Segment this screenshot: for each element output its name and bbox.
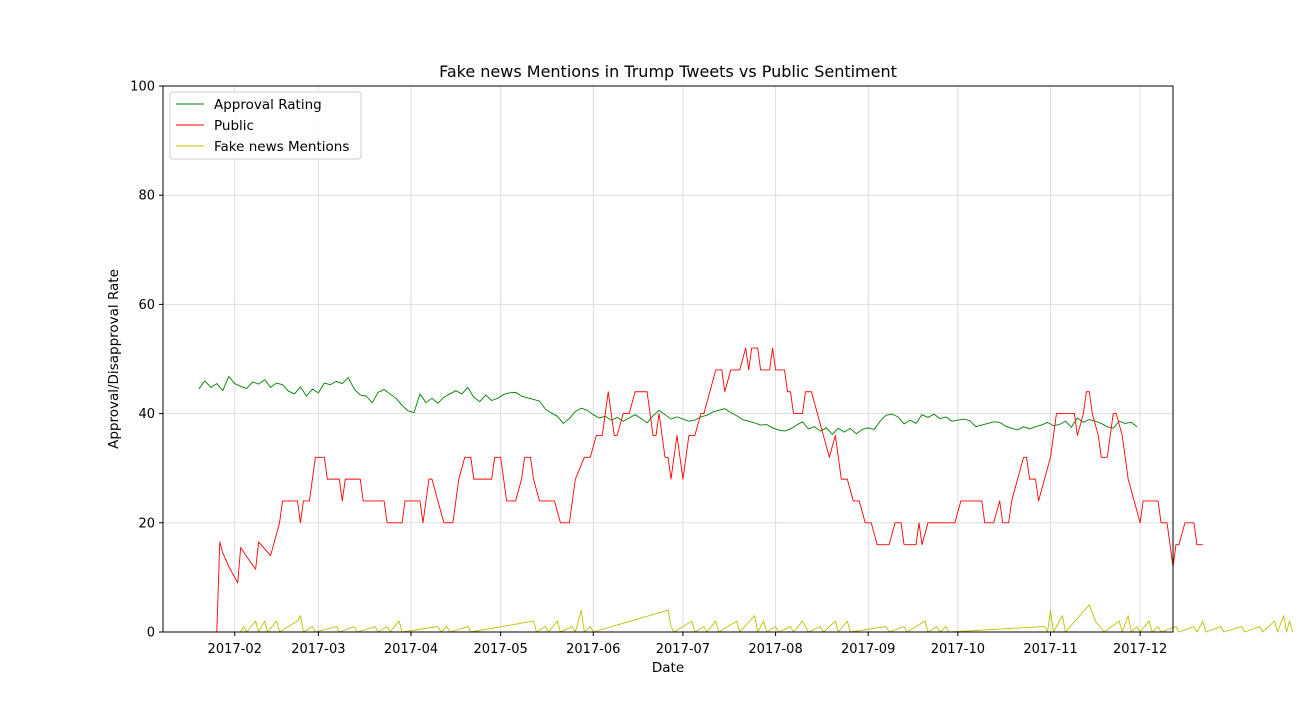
y-tick-label: 0: [147, 626, 155, 641]
x-tick-label: 2017-05: [473, 642, 527, 657]
x-axis: 2017-02 2017-03 2017-04 2017-05 2017-06 2017-…: [208, 632, 1167, 657]
plot-frame: [162, 85, 1174, 633]
y-axis-label: Approval/Disapproval Rate: [106, 269, 122, 449]
y-tick-label: 80: [138, 189, 155, 204]
series-line-public: [198, 347, 1203, 633]
x-tick-label: 2017-07: [656, 642, 710, 657]
y-tick-label: 20: [138, 516, 155, 531]
grid: [163, 86, 1173, 632]
chart-title: Fake news Mentions in Trump Tweets vs Pu…: [439, 62, 897, 81]
y-tick-label: 40: [138, 407, 155, 422]
x-tick-label: 2017-04: [384, 642, 438, 657]
x-tick-label: 2017-06: [566, 642, 620, 657]
legend-label-approval: Approval Rating: [214, 97, 322, 113]
y-tick-label: 100: [130, 80, 155, 95]
y-axis: 0 20 40 60 80 100: [130, 80, 163, 641]
x-tick-label: 2017-12: [1113, 642, 1167, 657]
y-tick-label: 60: [138, 298, 155, 313]
series-layer: [198, 347, 1293, 633]
legend-box: [169, 91, 362, 160]
x-tick-label: 2017-08: [748, 642, 802, 657]
series-line-approval: [198, 376, 1138, 435]
legend-label-fake-news: Fake news Mentions: [214, 139, 349, 155]
legend-label-public: Public: [214, 118, 254, 134]
x-axis-label: Date: [652, 660, 684, 676]
legend: Approval Rating Public Fake news Mention…: [169, 91, 362, 160]
x-tick-label: 2017-03: [291, 642, 345, 657]
series-line-fake: [198, 604, 1293, 633]
x-tick-label: 2017-02: [208, 642, 262, 657]
x-tick-label: 2017-11: [1023, 642, 1077, 657]
x-tick-label: 2017-10: [931, 642, 985, 657]
x-tick-label: 2017-09: [841, 642, 895, 657]
